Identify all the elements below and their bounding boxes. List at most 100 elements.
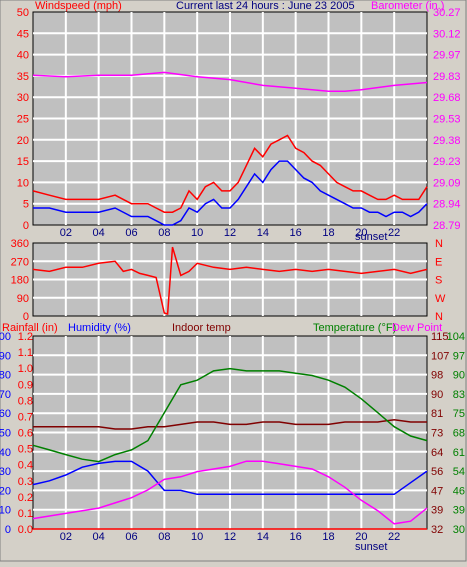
barometer-tick-label: 29.83 <box>433 71 461 83</box>
windspeed-tick-label: 10 <box>17 177 29 189</box>
x-tick-label: 22 <box>388 227 400 239</box>
dew-point-line <box>32 460 428 525</box>
windspeed-tick-label: 30 <box>17 92 29 104</box>
barometer-tick-label: 29.23 <box>433 156 461 168</box>
rainfall-tick-label: 0.9 <box>18 379 33 391</box>
rainfall-tick-label: 0.7 <box>18 411 33 423</box>
compass-tick-label: W <box>435 293 446 305</box>
barometer-tick-label: 29.38 <box>433 135 461 147</box>
temperature-tick-label: 39 <box>431 505 443 517</box>
humidity-tick-label: 10 <box>0 505 11 517</box>
dew-point-tick-label: 97 <box>453 350 465 362</box>
x-tick-label: 14 <box>257 227 269 239</box>
x-tick-label: 20 <box>355 227 367 239</box>
chart-title: Current last 24 hours : June 23 2005 <box>176 0 355 12</box>
temperature-tick-label: 56 <box>431 466 443 478</box>
windspeed-tick-label: 25 <box>17 114 29 126</box>
windspeed-tick-label: 40 <box>17 50 29 62</box>
temperature-line <box>32 367 428 463</box>
temperature-tick-label: 64 <box>431 447 443 459</box>
barometer-tick-label: 29.09 <box>433 177 461 189</box>
wind-average-line <box>33 160 428 226</box>
humidity-tick-label: 80 <box>0 370 11 382</box>
windspeed-tick-label: 0 <box>23 220 29 232</box>
rainfall-tick-label: 0.5 <box>18 444 33 456</box>
dew-point-tick-label: 75 <box>453 408 465 420</box>
series-lines <box>32 71 428 530</box>
rainfall-tick-label: 1.2 <box>18 331 33 343</box>
indoor-temp-label: Indoor temp <box>172 322 231 334</box>
barometer-tick-label: 30.12 <box>433 28 461 40</box>
dew-point-tick-label: 68 <box>453 428 465 440</box>
temperature-tick-label: 73 <box>431 428 443 440</box>
humidity-tick-label: 90 <box>0 350 11 362</box>
rainfall-tick-label: 0.1 <box>18 508 33 520</box>
rainfall-axis-label: Rainfall (in) <box>2 322 58 334</box>
wind-gust-line <box>32 134 428 213</box>
direction-degree-tick-label: 0 <box>23 311 29 323</box>
x-tick-label: 16 <box>290 227 302 239</box>
direction-degree-tick-label: 180 <box>11 275 29 287</box>
humidity-tick-label: 40 <box>0 447 11 459</box>
temperature-tick-label: 47 <box>431 485 443 497</box>
windspeed-tick-label: 20 <box>17 135 29 147</box>
x-tick-label: 20 <box>355 531 367 543</box>
barometer-tick-label: 30.27 <box>433 7 461 19</box>
x-tick-label: 02 <box>60 227 72 239</box>
temperature-tick-label: 98 <box>431 370 443 382</box>
rainfall-tick-label: 0.6 <box>18 428 33 440</box>
x-tick-label: 12 <box>224 227 236 239</box>
x-tick-label: 06 <box>125 227 137 239</box>
barometer-tick-label: 28.79 <box>433 220 461 232</box>
rainfall-tick-label: 0.4 <box>18 460 33 472</box>
windspeed-tick-label: 35 <box>17 71 29 83</box>
humidity-tick-label: 50 <box>0 428 11 440</box>
x-tick-label: 18 <box>322 227 334 239</box>
x-tick-label: 10 <box>191 227 203 239</box>
temperature-tick-label: 115 <box>431 331 449 343</box>
x-tick-label: 16 <box>290 531 302 543</box>
rainfall-tick-label: 0.8 <box>18 395 33 407</box>
compass-tick-label: N <box>435 238 443 250</box>
x-tick-label: 18 <box>322 531 334 543</box>
humidity-axis-label: Humidity (%) <box>68 322 131 334</box>
humidity-tick-label: 100 <box>0 331 11 343</box>
humidity-line <box>32 460 428 496</box>
x-tick-label: 08 <box>158 531 170 543</box>
dew-point-tick-label: 90 <box>453 370 465 382</box>
humidity-tick-label: 60 <box>0 408 11 420</box>
direction-degree-tick-label: 360 <box>11 238 29 250</box>
rainfall-tick-label: 0.0 <box>18 524 33 536</box>
dew-point-tick-label: 61 <box>453 447 465 459</box>
windspeed-tick-label: 5 <box>23 199 29 211</box>
compass-tick-label: N <box>435 311 443 323</box>
rainfall-tick-label: 0.3 <box>18 476 33 488</box>
direction-degree-tick-label: 90 <box>17 293 29 305</box>
x-tick-label: 02 <box>60 531 72 543</box>
windspeed-axis-label: Windspeed (mph) <box>35 0 122 12</box>
rainfall-tick-label: 0.2 <box>18 492 33 504</box>
indoor-temp-line <box>33 418 427 430</box>
x-tick-label: 22 <box>388 531 400 543</box>
temperature-tick-label: 107 <box>431 350 449 362</box>
grid-lines <box>33 12 427 529</box>
x-tick-label: 12 <box>224 531 236 543</box>
barometer-tick-label: 28.94 <box>433 199 461 211</box>
temperature-tick-label: 90 <box>431 389 443 401</box>
direction-degree-tick-label: 270 <box>11 256 29 268</box>
barometer-tick-label: 29.97 <box>433 50 461 62</box>
barometer-tick-label: 29.53 <box>433 114 461 126</box>
x-tick-label: 06 <box>125 531 137 543</box>
dew-point-tick-label: 30 <box>453 524 465 536</box>
dew-point-tick-label: 46 <box>453 485 465 497</box>
x-tick-label: 08 <box>158 227 170 239</box>
compass-tick-label: E <box>435 256 442 268</box>
dew-point-tick-label: 54 <box>453 466 465 478</box>
compass-tick-label: S <box>435 275 442 287</box>
humidity-tick-label: 20 <box>0 485 11 497</box>
wind-direction-line <box>32 246 428 315</box>
